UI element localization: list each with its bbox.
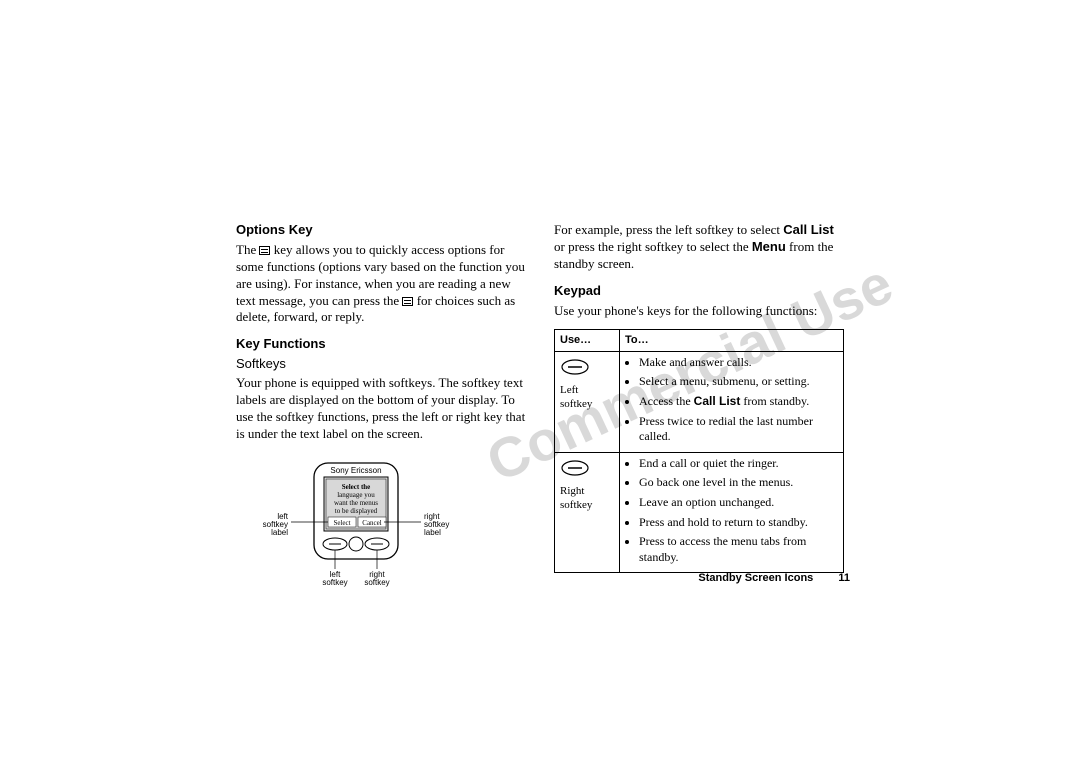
list-item-text: from standby. [740,394,809,408]
softkeys-heading: Softkeys [236,356,526,373]
intro-b: or press the right softkey to select the [554,239,752,254]
table-header-to: To… [620,330,844,351]
right-softkey-cell: Right softkey [555,452,620,573]
options-key-icon [259,246,270,255]
left-softkey-icon [560,358,590,376]
left-softkey-cell: Left softkey [555,351,620,452]
keypad-heading: Keypad [554,283,844,300]
list-item: Make and answer calls. [639,355,838,371]
list-item: Access the Call List from standby. [639,394,838,410]
left-softkey-label2: softkey [560,397,614,411]
diagram-lbl-right3: label [424,528,441,537]
options-key-icon-2 [402,297,413,306]
right-softkey-label2: softkey [560,498,614,512]
diagram-screen-l2: language you [337,491,375,499]
options-key-paragraph: The key allows you to quickly access opt… [236,242,526,326]
right-softkey-label1: Right [560,484,614,498]
diagram-screen-l3: want the menus [334,499,378,507]
diagram-lbl-br2: softkey [364,578,389,587]
right-column: For example, press the left softkey to s… [554,222,844,594]
list-item: Go back one level in the menus. [639,475,838,491]
left-softkey-functions: Make and answer calls. Select a menu, su… [620,351,844,452]
list-item: Press and hold to return to standby. [639,515,838,531]
left-column: Options Key The key allows you to quickl… [236,222,526,594]
list-item: Select a menu, submenu, or setting. [639,374,838,390]
diagram-lbl-left3: label [271,528,288,537]
intro-a: For example, press the left softkey to s… [554,222,783,237]
keypad-table: Use… To… Left softkey Make and a [554,329,844,573]
diagram-btn-right: Cancel [362,519,381,527]
diagram-screen-l1: Select the [342,483,371,491]
intro-bold1: Call List [783,222,834,237]
keypad-paragraph: Use your phone's keys for the following … [554,303,844,320]
list-item: End a call or quiet the ringer. [639,456,838,472]
list-item: Press to access the menu tabs from stand… [639,534,838,565]
list-item: Leave an option unchanged. [639,495,838,511]
table-header-use: Use… [555,330,620,351]
diagram-brand: Sony Ericsson [330,466,381,475]
phone-diagram: Sony Ericsson Select the language you wa… [236,459,476,589]
options-key-text-a: The [236,242,259,257]
left-softkey-label1: Left [560,383,614,397]
table-row: Left softkey Make and answer calls. Sele… [555,351,844,452]
softkeys-paragraph: Your phone is equipped with softkeys. Th… [236,375,526,443]
table-row: Right softkey End a call or quiet the ri… [555,452,844,573]
key-functions-heading: Key Functions [236,336,526,353]
list-item-text: Access the [639,394,694,408]
right-softkey-functions: End a call or quiet the ringer. Go back … [620,452,844,573]
diagram-lbl-bl2: softkey [322,578,347,587]
options-key-heading: Options Key [236,222,526,239]
example-paragraph: For example, press the left softkey to s… [554,222,844,273]
right-softkey-icon [560,459,590,477]
list-item-bold: Call List [694,394,741,408]
diagram-screen-l4: to be displayed [335,507,378,515]
list-item: Press twice to redial the last number ca… [639,414,838,445]
diagram-btn-left: Select [333,519,350,527]
intro-bold2: Menu [752,239,786,254]
